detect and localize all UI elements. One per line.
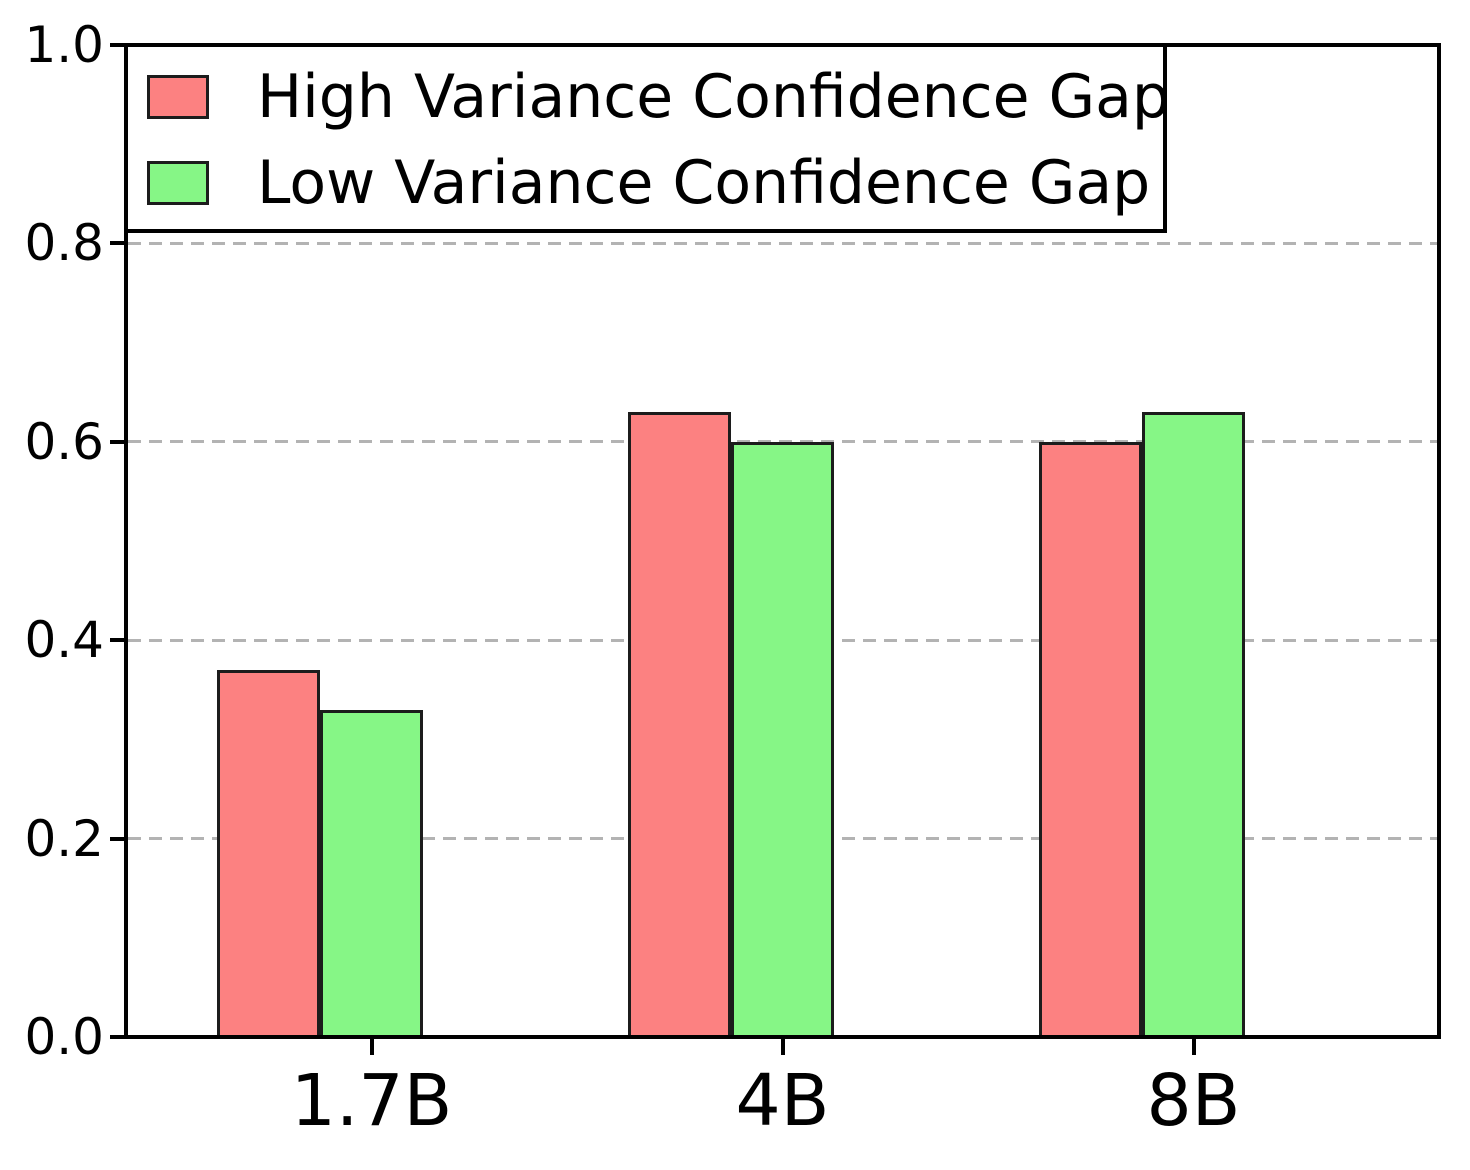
x-tick-8B [1191, 1037, 1196, 1055]
legend: High Variance Confidence Gap Low Varianc… [124, 43, 1170, 233]
x-tick-label-4B: 4B [735, 1059, 830, 1142]
y-tick-0.6 [110, 439, 126, 444]
y-tick-label-0.8: 0.8 [24, 214, 104, 273]
bar-high-variance-8B [1039, 441, 1142, 1039]
y-tick-0.4 [110, 638, 126, 643]
legend-label-low-variance: Low Variance Confidence Gap [257, 148, 1151, 218]
y-tick-1.0 [110, 43, 126, 47]
x-tick-1.7B [369, 1037, 374, 1055]
y-tick-label-1.0: 1.0 [24, 16, 104, 74]
legend-item-low-variance: Low Variance Confidence Gap [147, 153, 1150, 213]
y-tick-0.2 [110, 836, 126, 841]
y-tick-label-0.2: 0.2 [24, 809, 104, 868]
x-tick-label-8B: 8B [1146, 1059, 1241, 1142]
bar-low-variance-1.7B [320, 709, 423, 1039]
bar-low-variance-8B [1142, 412, 1245, 1039]
x-tick-4B [780, 1037, 785, 1055]
legend-swatch-high-variance [147, 75, 209, 119]
y-tick-label-0.0: 0.0 [24, 1008, 104, 1066]
legend-item-high-variance: High Variance Confidence Gap [147, 67, 1170, 127]
y-tick-0.8 [110, 241, 126, 246]
legend-label-high-variance: High Variance Confidence Gap [257, 62, 1171, 132]
x-tick-label-1.7B: 1.7B [290, 1059, 453, 1142]
bar-high-variance-1.7B [217, 669, 320, 1039]
y-tick-label-0.6: 0.6 [24, 412, 104, 471]
bar-high-variance-4B [628, 412, 731, 1039]
y-tick-0.0 [110, 1035, 126, 1039]
gridline-0.8 [128, 241, 1437, 245]
legend-swatch-low-variance [147, 161, 209, 205]
y-tick-label-0.4: 0.4 [24, 611, 104, 670]
bar-low-variance-4B [731, 441, 834, 1039]
